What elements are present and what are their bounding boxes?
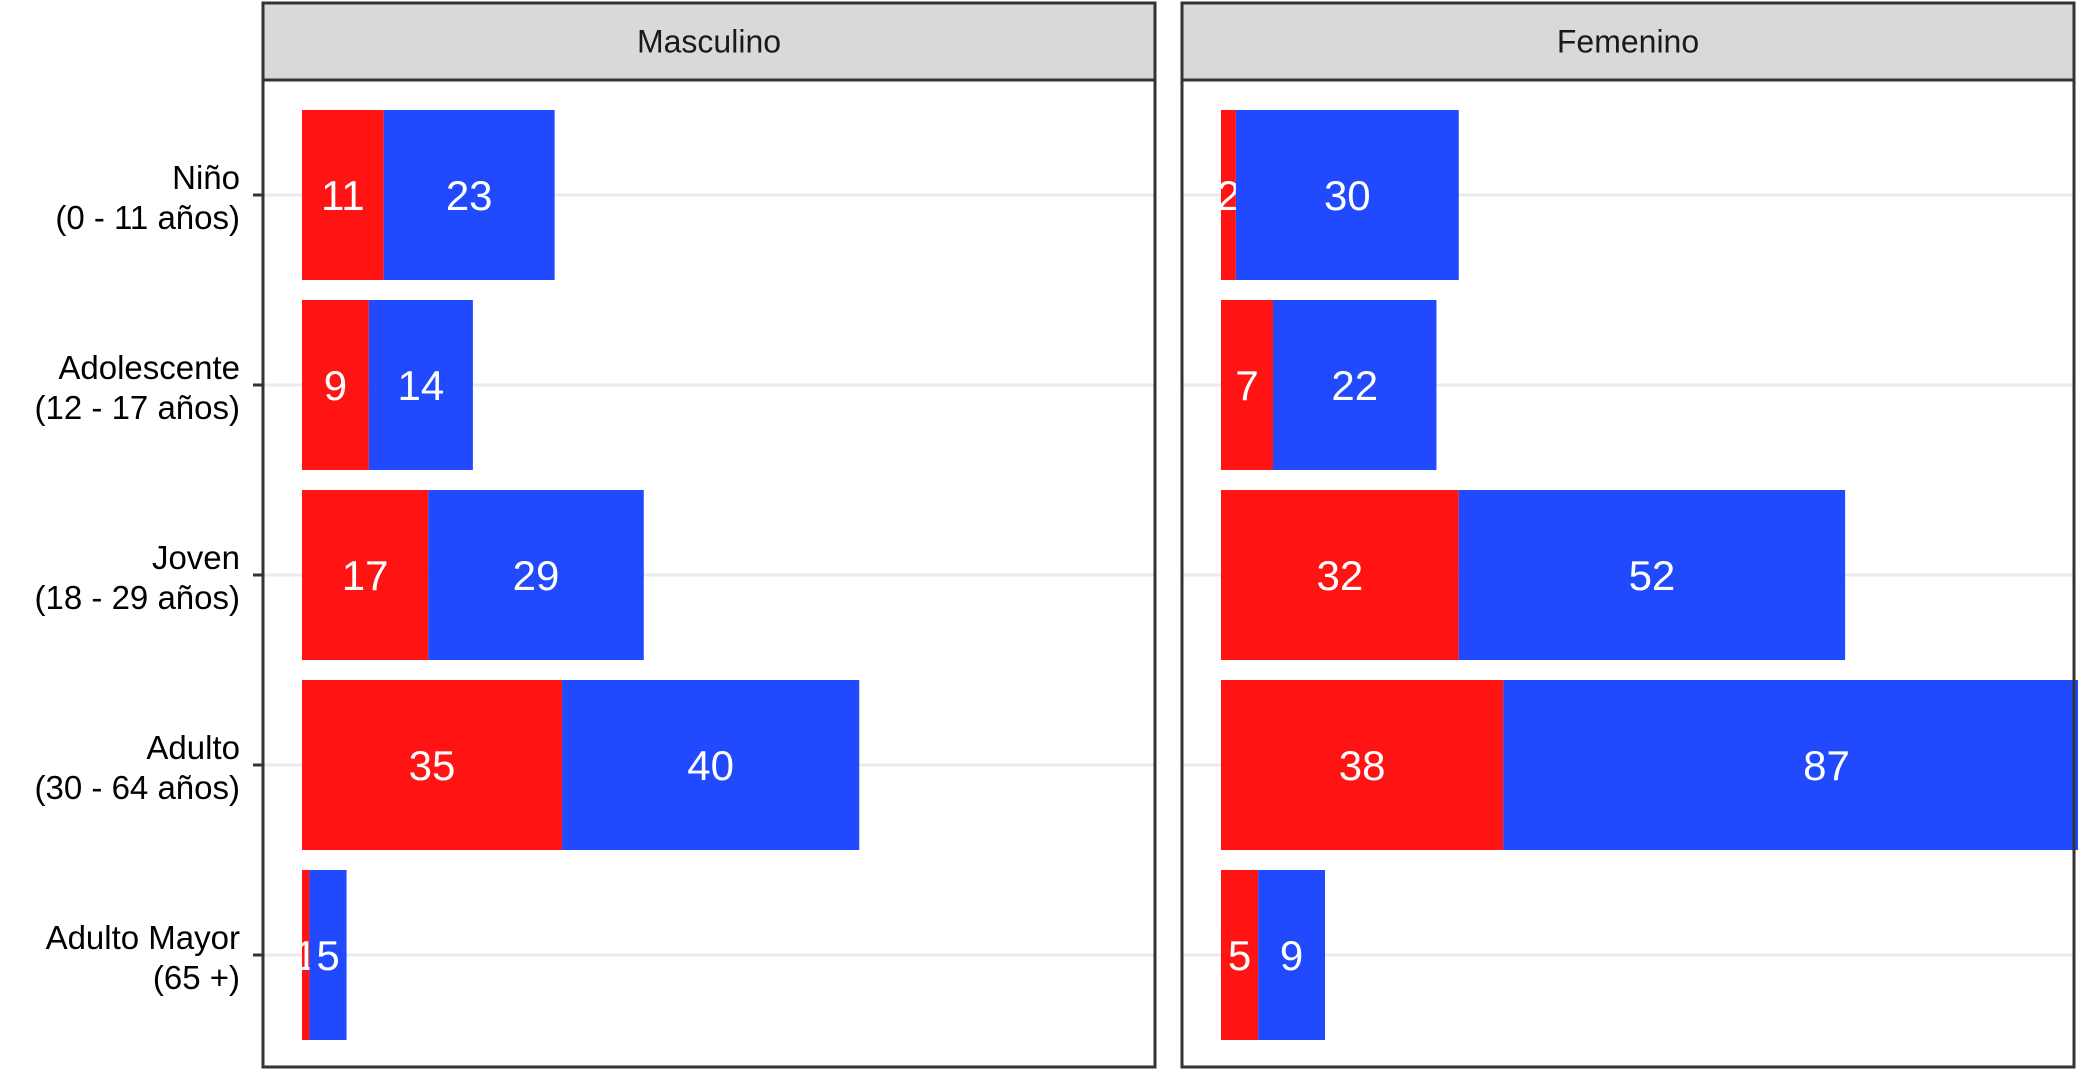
bar-segment bbox=[302, 490, 429, 660]
bar-value-label: 7 bbox=[1235, 362, 1258, 409]
y-axis-category-label: Niño (0 - 11 años) bbox=[55, 159, 240, 236]
bar-value-label: 11 bbox=[321, 172, 365, 219]
y-axis-category-line: (30 - 64 años) bbox=[35, 769, 240, 806]
bar-segment bbox=[1503, 680, 2078, 850]
bar-value-label: 17 bbox=[342, 552, 389, 599]
bar-value-label: 14 bbox=[398, 362, 445, 409]
panel-border bbox=[1180, 78, 2076, 1069]
bar-value-label: 52 bbox=[1629, 552, 1676, 599]
y-axis-category-line: (65 +) bbox=[153, 959, 240, 996]
bar-segment bbox=[562, 680, 860, 850]
bar-value-label: 35 bbox=[409, 742, 456, 789]
bar-segment bbox=[302, 870, 310, 1040]
panel-border bbox=[261, 78, 1157, 1069]
y-axis-category-line: Niño bbox=[172, 159, 240, 196]
bar-value-label: 9 bbox=[1280, 932, 1303, 979]
y-axis-category-line: (12 - 17 años) bbox=[35, 389, 240, 426]
bar-value-label: 30 bbox=[1324, 172, 1371, 219]
bar-segment bbox=[302, 110, 384, 280]
bar-segment bbox=[1221, 300, 1274, 470]
y-axis-category-line: Joven bbox=[152, 539, 240, 576]
bar-value-label: 5 bbox=[1228, 932, 1251, 979]
y-axis-category-line: Adulto Mayor bbox=[46, 919, 240, 956]
y-axis-category-line: (0 - 11 años) bbox=[55, 199, 240, 236]
bar-value-label: 23 bbox=[446, 172, 493, 219]
y-axis-category-label: Adulto (30 - 64 años) bbox=[35, 729, 240, 806]
bar-value-label: 40 bbox=[687, 742, 734, 789]
bar-value-label: 22 bbox=[1331, 362, 1378, 409]
bar-segment bbox=[309, 870, 347, 1040]
bar-segment bbox=[1221, 680, 1504, 850]
facet-strip bbox=[1180, 1, 2076, 82]
bar-value-label: 29 bbox=[513, 552, 560, 599]
y-axis-category-line: Adolescente bbox=[58, 349, 240, 386]
bar-segment bbox=[302, 300, 369, 470]
bar-segment bbox=[1221, 110, 1236, 280]
facet-title: Femenino bbox=[1557, 24, 1699, 60]
bar-segment bbox=[302, 680, 563, 850]
bar-segment bbox=[1221, 870, 1259, 1040]
bar-segment bbox=[1258, 870, 1326, 1040]
bar-segment bbox=[1235, 110, 1459, 280]
bar-value-label: 5 bbox=[316, 932, 339, 979]
bar-segment bbox=[368, 300, 473, 470]
y-axis-category-label: Adulto Mayor (65 +) bbox=[46, 919, 240, 996]
y-axis-category-line: Adulto bbox=[146, 729, 240, 766]
bar-segment bbox=[383, 110, 555, 280]
facet-strip bbox=[261, 1, 1157, 82]
bar-value-label: 87 bbox=[1803, 742, 1850, 789]
y-axis-category-line: (18 - 29 años) bbox=[35, 579, 240, 616]
bar-value-label: 2 bbox=[1217, 172, 1240, 219]
bar-value-label: 9 bbox=[324, 362, 347, 409]
y-axis-category-label: Adolescente (12 - 17 años) bbox=[35, 349, 240, 426]
bar-segment bbox=[1273, 300, 1437, 470]
bar-value-label: 32 bbox=[1317, 552, 1364, 599]
bar-segment bbox=[1458, 490, 1846, 660]
y-axis-category-label: Joven (18 - 29 años) bbox=[35, 539, 240, 616]
bar-value-label: 38 bbox=[1339, 742, 1386, 789]
bar-segment bbox=[1221, 490, 1459, 660]
facet-title: Masculino bbox=[637, 24, 781, 60]
bar-segment bbox=[428, 490, 644, 660]
